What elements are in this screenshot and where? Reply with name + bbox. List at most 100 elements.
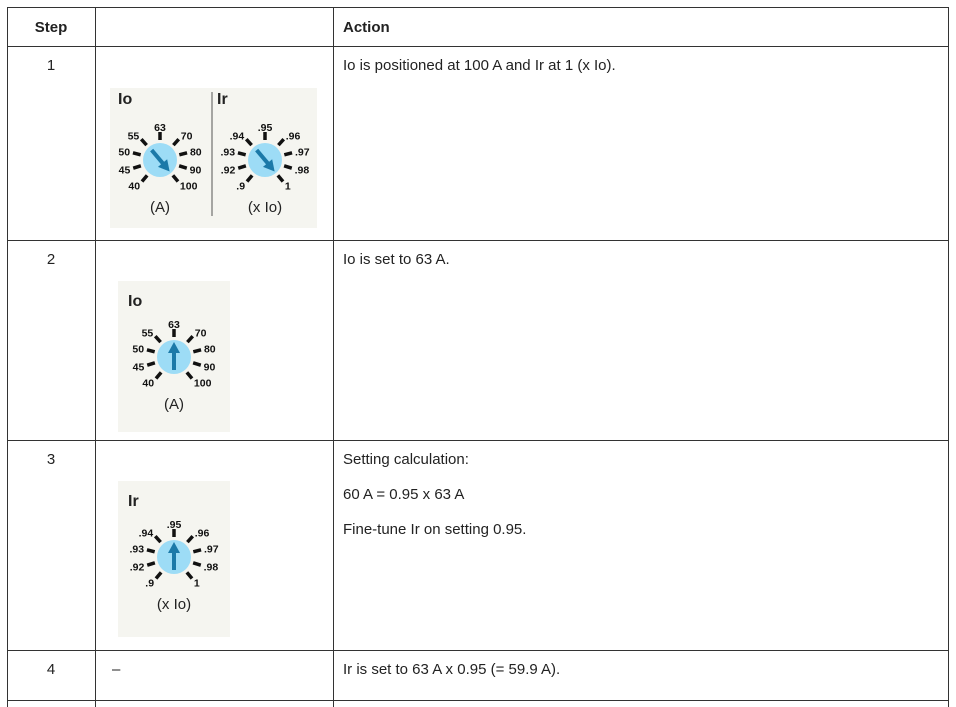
image-text: – xyxy=(112,661,121,678)
dial-panel: Ir .9.92 .93 .94 .95 .96 .97 .98 1 (x Io) xyxy=(118,481,230,637)
dial-label: 40 xyxy=(128,180,140,192)
dial-panel: Io 40 45 50 55 63 70 80 90 100 (A) Ir .9.92 .93 .94 .95… xyxy=(110,88,317,228)
action-text: Ir is set to 63 A x 0.95 (= 59.9 A). xyxy=(343,661,561,678)
dial-label: 45 xyxy=(119,165,131,177)
dial-label: 1 xyxy=(285,180,291,192)
action-text: Fine-tune Ir on setting 0.95. xyxy=(343,521,527,538)
dial-tick xyxy=(178,151,188,157)
column-border xyxy=(95,7,96,707)
dial-pointer xyxy=(150,148,166,166)
dial-tick xyxy=(172,138,181,147)
dial-graphic: Io 40 45 50 55 63 70 80 90 100 (A) Ir .9.92 .93 .94 .95… xyxy=(118,91,310,216)
dial-label: .92 xyxy=(221,165,236,177)
dial-graphic: Ir .9.92 .93 .94 .95 .96 .97 .98 1(x Io) xyxy=(128,493,219,613)
dial-tick xyxy=(153,335,162,344)
dial-label: .94 xyxy=(230,130,245,142)
dial-label: 70 xyxy=(195,327,207,339)
dial-label: .96 xyxy=(195,527,210,539)
dial-label: 63 xyxy=(154,122,166,134)
dial-label: 55 xyxy=(128,130,140,142)
dial-label: 80 xyxy=(190,146,202,158)
dial-tick xyxy=(237,164,247,170)
dial-label: 45 xyxy=(133,362,145,374)
dial-tick xyxy=(140,174,149,183)
action-text: 60 A = 0.95 x 63 A xyxy=(343,486,465,503)
dial-tick xyxy=(171,174,180,183)
dial-tick xyxy=(146,361,156,367)
header-step: Step xyxy=(34,19,68,36)
dial-label: .92 xyxy=(130,562,145,574)
dial-pointer xyxy=(255,148,271,166)
action-text: Io is positioned at 100 A and Ir at 1 (x… xyxy=(343,57,616,74)
column-border xyxy=(948,7,949,707)
dial-label: .93 xyxy=(220,146,235,158)
dial-tick xyxy=(283,164,293,170)
step-number: 3 xyxy=(46,451,56,468)
dial-label: .97 xyxy=(204,543,219,555)
step-number: 1 xyxy=(46,57,56,74)
dial-label: .94 xyxy=(139,527,154,539)
dial-tick xyxy=(146,348,156,354)
dial-label: 90 xyxy=(204,362,216,374)
dial-tick xyxy=(277,138,286,147)
dial-label: .9 xyxy=(236,180,245,192)
dial-label: .96 xyxy=(286,130,301,142)
step-number: 2 xyxy=(46,251,56,268)
column-border xyxy=(7,7,8,707)
dial-graphic: Io 40 45 50 55 63 70 80 90 100 (A) xyxy=(128,293,216,413)
dial-label: 55 xyxy=(142,327,154,339)
dial-pointer-head xyxy=(157,159,170,172)
action-text: Setting calculation: xyxy=(343,451,469,468)
dial-tick xyxy=(192,348,202,354)
dial-tick xyxy=(276,174,285,183)
page: (() => { const data = JSON.parse(documen… xyxy=(7,7,949,707)
dial-label: 70 xyxy=(181,130,193,142)
dial-title: Io xyxy=(128,293,142,310)
dial-unit: (x Io) xyxy=(157,596,191,613)
dial-tick xyxy=(186,335,195,344)
dial-tick xyxy=(178,164,188,170)
row-border xyxy=(7,46,948,47)
dial-pointer-head xyxy=(168,542,180,553)
dial-unit: (A) xyxy=(150,199,170,216)
row-border xyxy=(7,240,948,241)
header-action: Action xyxy=(343,19,390,36)
dial-tick xyxy=(185,371,194,380)
dial-label: 100 xyxy=(180,180,198,192)
dial-unit: (x Io) xyxy=(248,199,282,216)
dial-label: 50 xyxy=(132,343,144,355)
dial-unit: (A) xyxy=(164,396,184,413)
row-border xyxy=(7,440,948,441)
dial-tick xyxy=(283,151,293,157)
dial-label: 40 xyxy=(142,377,154,389)
dial-tick xyxy=(192,361,202,367)
row-border xyxy=(7,700,948,701)
dial-label: 100 xyxy=(194,377,212,389)
dial-label: .98 xyxy=(204,562,219,574)
dial-tick xyxy=(245,174,254,183)
dial-tick xyxy=(132,164,142,170)
column-border xyxy=(333,7,334,707)
dial-title: Ir xyxy=(128,493,139,510)
dial-label: .93 xyxy=(129,543,144,555)
dial-tick xyxy=(154,371,163,380)
row-border xyxy=(7,650,948,651)
dial-tick xyxy=(192,548,202,554)
dial-pointer-head xyxy=(168,342,180,353)
dial-label: 80 xyxy=(204,343,216,355)
dial-label: 50 xyxy=(118,146,130,158)
dial-panel: Io 40 45 50 55 63 70 80 90 100 (A) xyxy=(118,281,230,432)
dial-label: .98 xyxy=(295,165,310,177)
dial-tick xyxy=(146,548,156,554)
dial-tick xyxy=(237,151,247,157)
dial-label: .95 xyxy=(258,122,273,134)
dial-label: .9 xyxy=(145,577,154,589)
dial-tick xyxy=(132,151,142,157)
dial-pointer-head xyxy=(262,159,275,172)
dial-label: 1 xyxy=(194,577,200,589)
step-number: 4 xyxy=(46,661,56,678)
dial-title: Ir xyxy=(217,91,228,108)
dial-label: .95 xyxy=(167,519,182,531)
dial-label: 63 xyxy=(168,319,180,331)
dial-tick xyxy=(146,561,156,567)
